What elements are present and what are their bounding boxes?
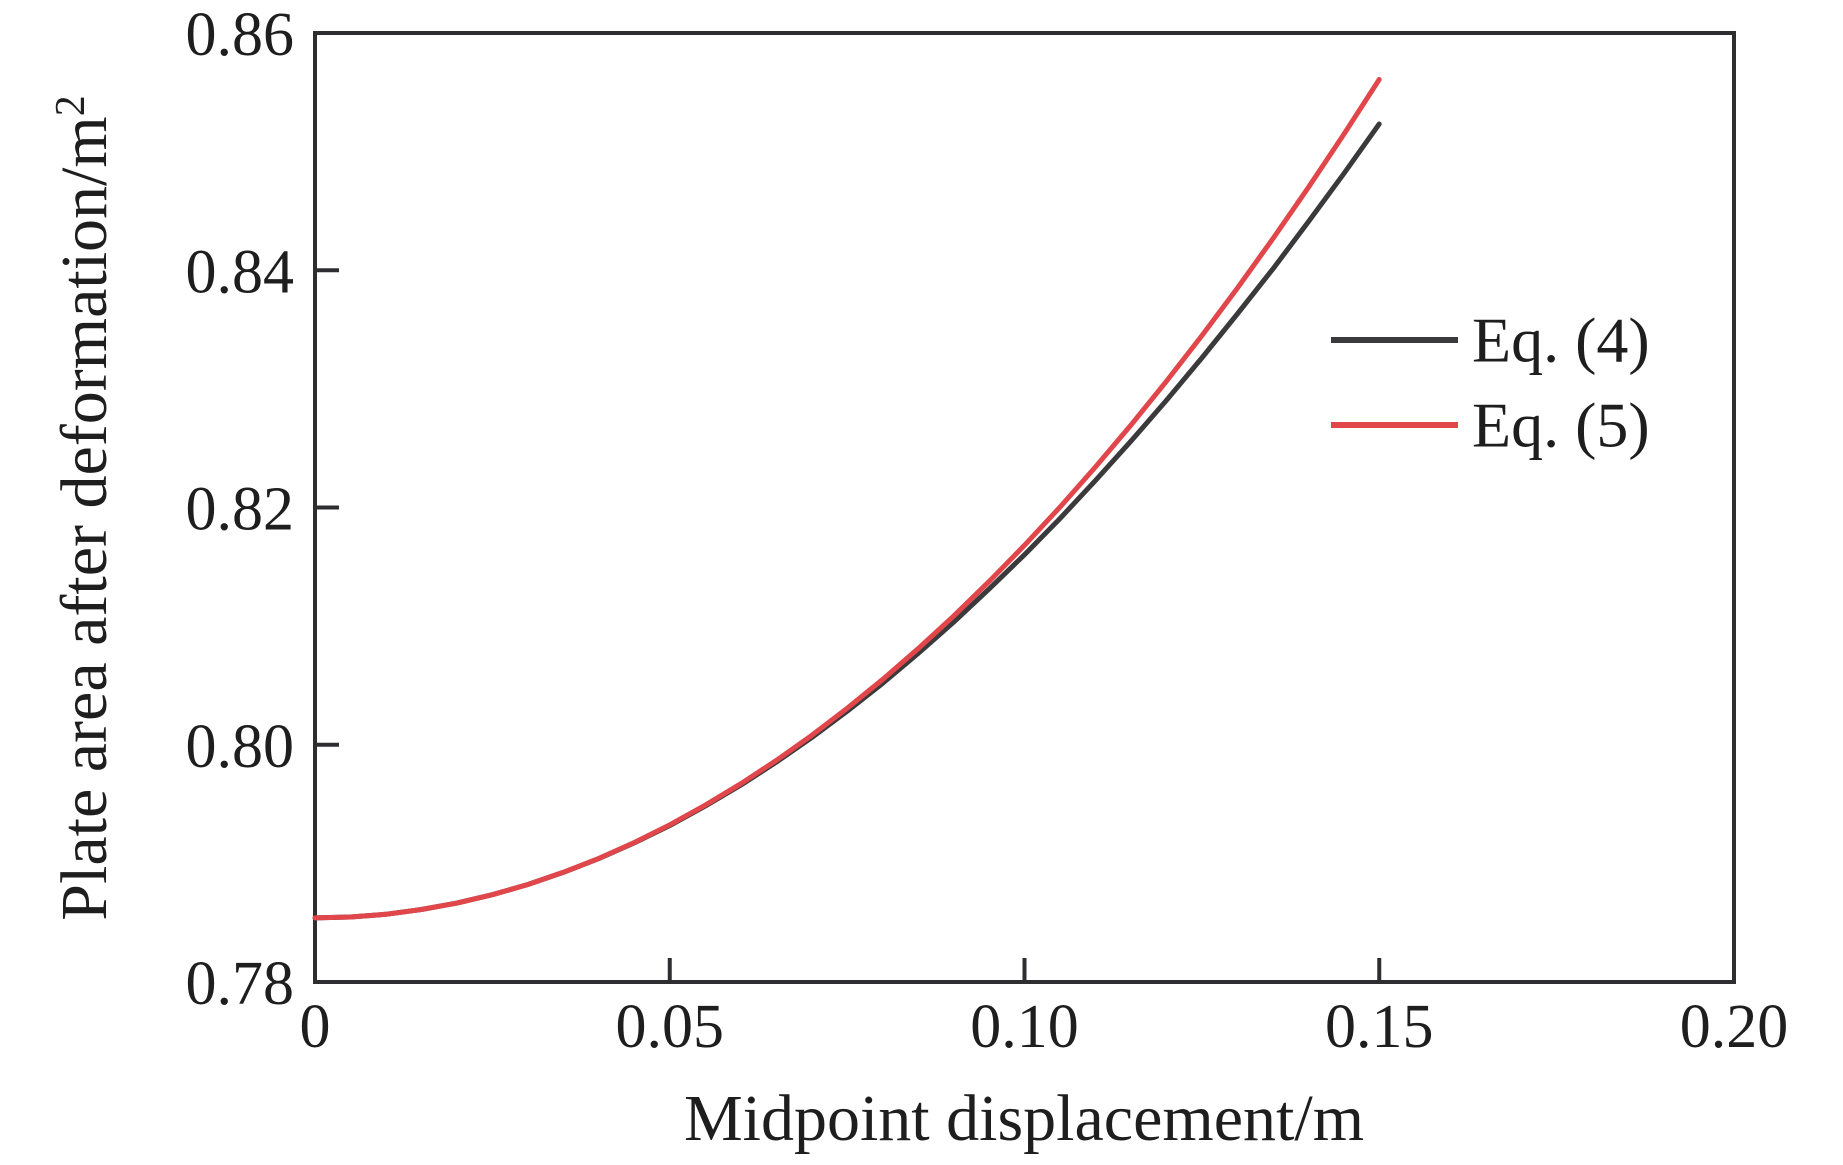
y-tick-label: 0.84 <box>186 238 295 306</box>
x-tick-label: 0.20 <box>1680 993 1789 1061</box>
plot-border <box>313 31 1736 984</box>
y-axis-title-base: Plate area after deformation/m <box>48 116 121 920</box>
axis-tick-marks <box>315 268 1382 982</box>
curve-eq5 <box>312 77 1382 921</box>
legend-label-eq5: Eq. (5) <box>1472 390 1650 461</box>
y-tick-label: 0.82 <box>186 476 295 544</box>
legend: Eq. (4) Eq. (5) <box>1331 305 1650 461</box>
legend-label-eq4: Eq. (4) <box>1472 305 1650 376</box>
x-tick-label: 0.10 <box>970 993 1079 1061</box>
x-tick-label: 0.15 <box>1325 993 1434 1061</box>
y-axis-title-superscript: 2 <box>48 95 94 116</box>
y-tick-label: 0.80 <box>186 713 295 781</box>
x-tick-label: 0 <box>300 993 331 1061</box>
curves <box>312 77 1382 921</box>
y-tick-labels: 0.78 0.80 0.82 0.84 0.86 <box>186 1 295 1018</box>
y-axis-title: Plate area after deformation/m2 <box>48 95 121 920</box>
x-tick-labels: 0 0.05 0.10 0.15 0.20 <box>300 993 1789 1061</box>
curve-eq4 <box>312 121 1382 921</box>
x-tick-label: 0.05 <box>616 993 725 1061</box>
x-axis-title: Midpoint displacement/m <box>684 1082 1364 1155</box>
y-tick-label: 0.78 <box>186 950 295 1018</box>
y-tick-label: 0.86 <box>186 1 295 69</box>
